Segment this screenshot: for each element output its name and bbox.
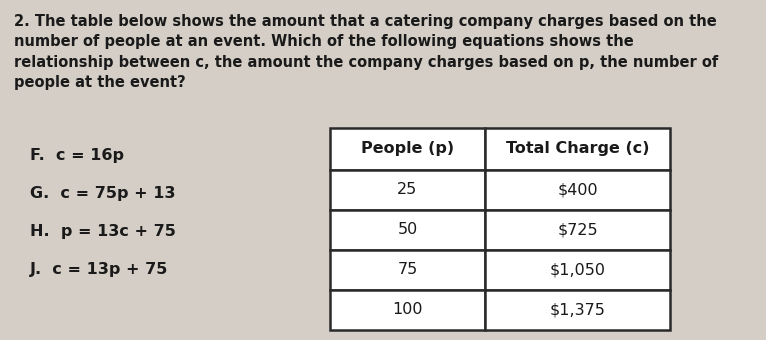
Bar xyxy=(330,210,485,250)
Bar xyxy=(485,290,670,330)
Bar xyxy=(485,170,670,210)
Text: G.  c = 75p + 13: G. c = 75p + 13 xyxy=(30,186,175,201)
Bar xyxy=(485,250,670,290)
Text: J.  c = 13p + 75: J. c = 13p + 75 xyxy=(30,262,169,277)
Bar xyxy=(330,170,485,210)
Bar xyxy=(330,128,485,170)
Text: $1,050: $1,050 xyxy=(549,262,605,277)
Bar xyxy=(485,128,670,170)
Text: H.  p = 13c + 75: H. p = 13c + 75 xyxy=(30,224,176,239)
Text: 75: 75 xyxy=(398,262,417,277)
Text: 100: 100 xyxy=(392,303,423,318)
Text: $1,375: $1,375 xyxy=(549,303,605,318)
Text: People (p): People (p) xyxy=(361,141,454,156)
Text: 25: 25 xyxy=(398,183,417,198)
Bar xyxy=(330,250,485,290)
Bar xyxy=(330,290,485,330)
Text: 50: 50 xyxy=(398,222,417,238)
Text: $400: $400 xyxy=(557,183,597,198)
Text: Total Charge (c): Total Charge (c) xyxy=(506,141,650,156)
Text: 2. The table below shows the amount that a catering company charges based on the: 2. The table below shows the amount that… xyxy=(14,14,719,90)
Text: F.  c = 16p: F. c = 16p xyxy=(30,148,124,163)
Bar xyxy=(485,210,670,250)
Text: $725: $725 xyxy=(557,222,597,238)
